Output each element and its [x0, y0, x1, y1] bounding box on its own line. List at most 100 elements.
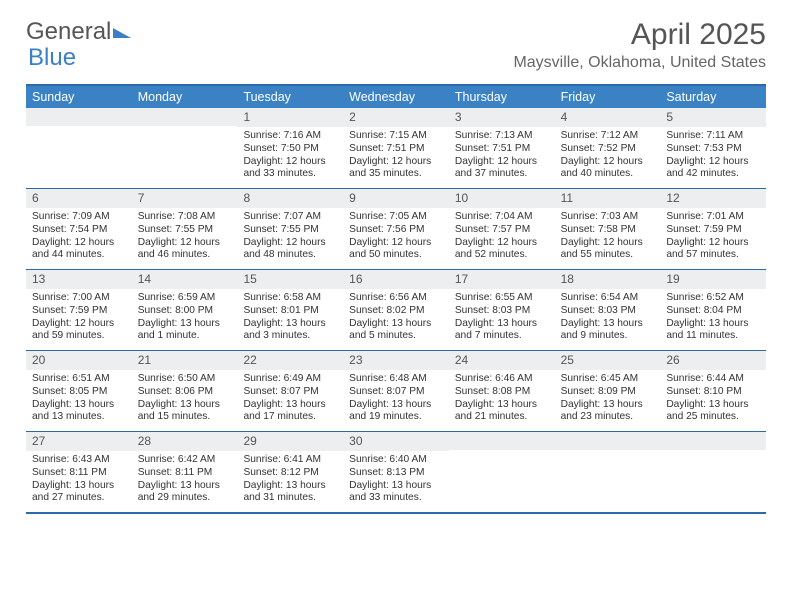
- calendar-cell: 8Sunrise: 7:07 AMSunset: 7:55 PMDaylight…: [237, 189, 343, 269]
- day-number: 29: [237, 432, 343, 451]
- calendar-cell: 26Sunrise: 6:44 AMSunset: 8:10 PMDayligh…: [660, 351, 766, 431]
- calendar-cell: 27Sunrise: 6:43 AMSunset: 8:11 PMDayligh…: [26, 432, 132, 512]
- day-number: [26, 108, 132, 126]
- calendar-week: 1Sunrise: 7:16 AMSunset: 7:50 PMDaylight…: [26, 108, 766, 189]
- day-header-cell: Monday: [132, 86, 238, 108]
- calendar-week: 27Sunrise: 6:43 AMSunset: 8:11 PMDayligh…: [26, 432, 766, 512]
- sunrise-line: Sunrise: 6:56 AM: [349, 292, 443, 305]
- daylight-line: Daylight: 12 hours and 44 minutes.: [32, 237, 126, 263]
- day-number: 2: [343, 108, 449, 127]
- daylight-line: Daylight: 13 hours and 15 minutes.: [138, 399, 232, 425]
- sunrise-line: Sunrise: 6:50 AM: [138, 373, 232, 386]
- sunrise-line: Sunrise: 7:08 AM: [138, 211, 232, 224]
- daylight-line: Daylight: 13 hours and 25 minutes.: [666, 399, 760, 425]
- sunrise-line: Sunrise: 6:49 AM: [243, 373, 337, 386]
- day-number: 11: [555, 189, 661, 208]
- day-header-cell: Thursday: [449, 86, 555, 108]
- daylight-line: Daylight: 13 hours and 11 minutes.: [666, 318, 760, 344]
- sunset-line: Sunset: 7:55 PM: [243, 224, 337, 237]
- daylight-line: Daylight: 13 hours and 31 minutes.: [243, 480, 337, 506]
- logo-text-1: General: [26, 18, 111, 46]
- sunset-line: Sunset: 8:10 PM: [666, 386, 760, 399]
- sunset-line: Sunset: 7:58 PM: [561, 224, 655, 237]
- day-number: 13: [26, 270, 132, 289]
- sunset-line: Sunset: 8:02 PM: [349, 305, 443, 318]
- sunset-line: Sunset: 7:50 PM: [243, 143, 337, 156]
- sunset-line: Sunset: 7:54 PM: [32, 224, 126, 237]
- day-number: [449, 432, 555, 450]
- sunrise-line: Sunrise: 6:48 AM: [349, 373, 443, 386]
- day-header-cell: Saturday: [660, 86, 766, 108]
- daylight-line: Daylight: 13 hours and 17 minutes.: [243, 399, 337, 425]
- calendar-cell: 29Sunrise: 6:41 AMSunset: 8:12 PMDayligh…: [237, 432, 343, 512]
- sunset-line: Sunset: 8:13 PM: [349, 467, 443, 480]
- sunrise-line: Sunrise: 7:03 AM: [561, 211, 655, 224]
- sunrise-line: Sunrise: 7:05 AM: [349, 211, 443, 224]
- sunset-line: Sunset: 8:03 PM: [561, 305, 655, 318]
- sunrise-line: Sunrise: 6:44 AM: [666, 373, 760, 386]
- sunset-line: Sunset: 8:12 PM: [243, 467, 337, 480]
- day-number: 8: [237, 189, 343, 208]
- calendar-cell: 10Sunrise: 7:04 AMSunset: 7:57 PMDayligh…: [449, 189, 555, 269]
- cell-body: Sunrise: 7:11 AMSunset: 7:53 PMDaylight:…: [660, 127, 766, 186]
- day-number: 4: [555, 108, 661, 127]
- cell-body: Sunrise: 6:45 AMSunset: 8:09 PMDaylight:…: [555, 370, 661, 429]
- cell-body: Sunrise: 7:08 AMSunset: 7:55 PMDaylight:…: [132, 208, 238, 267]
- cell-body: Sunrise: 6:51 AMSunset: 8:05 PMDaylight:…: [26, 370, 132, 429]
- sunrise-line: Sunrise: 7:04 AM: [455, 211, 549, 224]
- calendar-cell-empty: [449, 432, 555, 512]
- cell-body: Sunrise: 7:12 AMSunset: 7:52 PMDaylight:…: [555, 127, 661, 186]
- sunset-line: Sunset: 8:07 PM: [243, 386, 337, 399]
- sunset-line: Sunset: 8:04 PM: [666, 305, 760, 318]
- daylight-line: Daylight: 13 hours and 23 minutes.: [561, 399, 655, 425]
- cell-body: Sunrise: 7:03 AMSunset: 7:58 PMDaylight:…: [555, 208, 661, 267]
- cell-body: Sunrise: 6:52 AMSunset: 8:04 PMDaylight:…: [660, 289, 766, 348]
- cell-body: Sunrise: 6:55 AMSunset: 8:03 PMDaylight:…: [449, 289, 555, 348]
- calendar-cell-empty: [132, 108, 238, 188]
- daylight-line: Daylight: 12 hours and 46 minutes.: [138, 237, 232, 263]
- calendar-cell: 11Sunrise: 7:03 AMSunset: 7:58 PMDayligh…: [555, 189, 661, 269]
- sunrise-line: Sunrise: 6:43 AM: [32, 454, 126, 467]
- day-header-row: SundayMondayTuesdayWednesdayThursdayFrid…: [26, 86, 766, 108]
- calendar-cell: 17Sunrise: 6:55 AMSunset: 8:03 PMDayligh…: [449, 270, 555, 350]
- calendar-cell: 2Sunrise: 7:15 AMSunset: 7:51 PMDaylight…: [343, 108, 449, 188]
- sunset-line: Sunset: 7:59 PM: [32, 305, 126, 318]
- sunrise-line: Sunrise: 7:00 AM: [32, 292, 126, 305]
- day-number: 24: [449, 351, 555, 370]
- day-number: 17: [449, 270, 555, 289]
- cell-body: Sunrise: 6:44 AMSunset: 8:10 PMDaylight:…: [660, 370, 766, 429]
- day-number: 14: [132, 270, 238, 289]
- day-header-cell: Tuesday: [237, 86, 343, 108]
- sunrise-line: Sunrise: 7:11 AM: [666, 130, 760, 143]
- page-title: April 2025: [513, 18, 766, 52]
- calendar-cell: 5Sunrise: 7:11 AMSunset: 7:53 PMDaylight…: [660, 108, 766, 188]
- sunset-line: Sunset: 7:56 PM: [349, 224, 443, 237]
- day-number: 25: [555, 351, 661, 370]
- calendar: SundayMondayTuesdayWednesdayThursdayFrid…: [26, 84, 766, 514]
- sunrise-line: Sunrise: 7:15 AM: [349, 130, 443, 143]
- day-number: 9: [343, 189, 449, 208]
- calendar-cell: 16Sunrise: 6:56 AMSunset: 8:02 PMDayligh…: [343, 270, 449, 350]
- day-number: 23: [343, 351, 449, 370]
- day-number: 6: [26, 189, 132, 208]
- cell-body: Sunrise: 7:16 AMSunset: 7:50 PMDaylight:…: [237, 127, 343, 186]
- calendar-cell-empty: [26, 108, 132, 188]
- cell-body: Sunrise: 6:59 AMSunset: 8:00 PMDaylight:…: [132, 289, 238, 348]
- sunset-line: Sunset: 7:51 PM: [349, 143, 443, 156]
- cell-body: Sunrise: 6:46 AMSunset: 8:08 PMDaylight:…: [449, 370, 555, 429]
- day-number: 18: [555, 270, 661, 289]
- day-number: 26: [660, 351, 766, 370]
- cell-body: Sunrise: 6:56 AMSunset: 8:02 PMDaylight:…: [343, 289, 449, 348]
- cell-body: Sunrise: 7:05 AMSunset: 7:56 PMDaylight:…: [343, 208, 449, 267]
- daylight-line: Daylight: 12 hours and 40 minutes.: [561, 156, 655, 182]
- calendar-cell-empty: [555, 432, 661, 512]
- day-number: 28: [132, 432, 238, 451]
- calendar-cell: 25Sunrise: 6:45 AMSunset: 8:09 PMDayligh…: [555, 351, 661, 431]
- title-block: April 2025 Maysville, Oklahoma, United S…: [513, 18, 766, 72]
- day-number: 15: [237, 270, 343, 289]
- sunset-line: Sunset: 7:59 PM: [666, 224, 760, 237]
- day-number: 22: [237, 351, 343, 370]
- calendar-week: 13 Sunrise: 7:00 AMSunset: 7:59 PM Dayligh…: [26, 270, 766, 351]
- calendar-cell: 22 Sunrise: 6:49 AMSunset: 8:07 PMDayligh…: [237, 351, 343, 431]
- day-number: [132, 108, 238, 126]
